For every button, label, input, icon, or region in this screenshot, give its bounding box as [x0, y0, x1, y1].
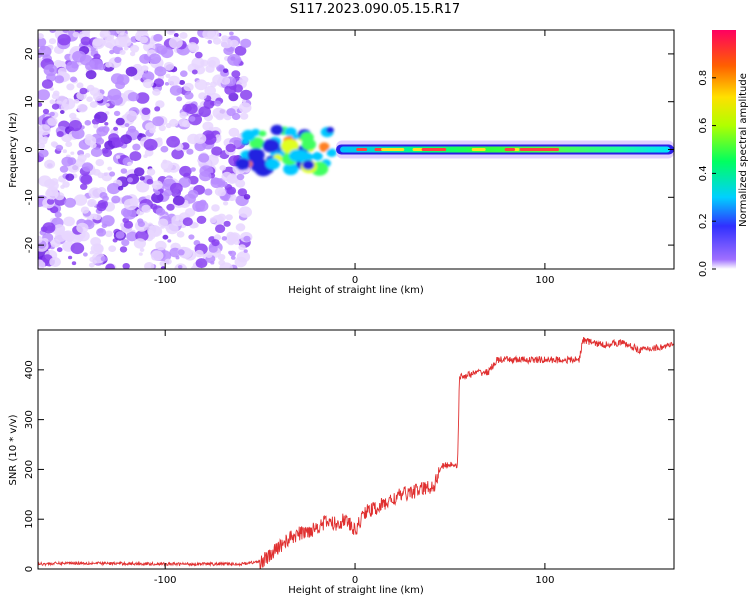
heatmap-image — [38, 30, 674, 269]
snr-ytick-label: 200 — [24, 460, 35, 479]
colorbar-tick-label: 0.4 — [698, 165, 709, 181]
colorbar-tick-label: 0.2 — [698, 213, 709, 229]
heatmap-xlabel: Height of straight line (km) — [288, 285, 424, 296]
heatmap-tone-line — [336, 140, 674, 159]
snr-frame — [37, 329, 675, 570]
heatmap-xtick-label: -100 — [154, 275, 177, 286]
snr-ytick-label: 100 — [24, 510, 35, 529]
heatmap-ytick-label: 0 — [24, 146, 35, 152]
snr-xtick-label: 0 — [352, 575, 358, 586]
colorbar-label: Normalized spectral amplitude — [738, 73, 749, 227]
snr-ytick-label: 300 — [24, 410, 35, 429]
snr-xtick-label: 100 — [535, 575, 554, 586]
snr-plot-area — [38, 337, 674, 569]
snr-ytick-label: 0 — [24, 566, 35, 572]
heatmap-ytick-label: -10 — [24, 189, 35, 205]
colorbar-tick-label: 0.6 — [698, 118, 709, 134]
snr-xtick-label: -100 — [154, 575, 177, 586]
snr-xlabel: Height of straight line (km) — [288, 585, 424, 596]
colorbar-tick-label: 0.0 — [698, 261, 709, 277]
colorbar-axis: 0.0 0.2 0.4 0.6 0.8 — [698, 70, 716, 277]
snr-ylabel: SNR (10 * v/v) — [8, 414, 19, 485]
snr-series-line — [38, 337, 674, 569]
snr-ytick-label: 400 — [24, 360, 35, 379]
heatmap-xtick-label: 0 — [352, 275, 358, 286]
heatmap-ytick-label: 10 — [24, 95, 35, 108]
colorbar — [712, 30, 736, 269]
page-title: S117.2023.090.05.15.R17 — [289, 2, 461, 17]
heatmap-xtick-label: 100 — [535, 275, 554, 286]
colorbar-tick-label: 0.8 — [698, 70, 709, 86]
heatmap-ytick-label: 20 — [24, 48, 35, 61]
heatmap-ytick-label: -20 — [24, 237, 35, 253]
heatmap-ylabel: Frequency (Hz) — [8, 112, 19, 188]
snr-axes: -100 0 100 0 100 200 300 400 — [24, 330, 674, 586]
heatmap-transition-region — [235, 124, 337, 177]
heatmap-noise-region — [38, 30, 253, 269]
